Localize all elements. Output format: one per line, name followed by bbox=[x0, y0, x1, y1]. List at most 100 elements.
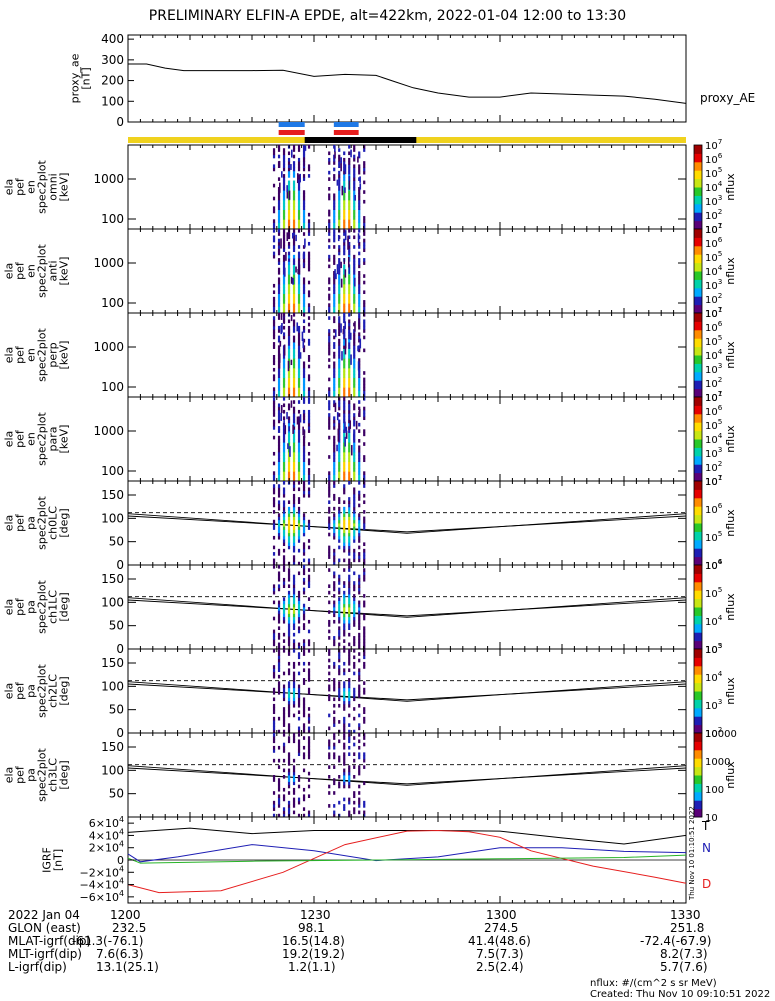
spectrogram-para-blob-1-cell bbox=[287, 416, 291, 421]
spectrogram-perp-blob-1-cell bbox=[302, 325, 306, 330]
pitch-ch1LC-blob-1-cell bbox=[287, 632, 291, 637]
spectrogram-omni-speckle bbox=[350, 149, 352, 158]
spectrogram-anti-blob-2-cell bbox=[328, 293, 331, 298]
pitch-ch0LC-blob-2-cell bbox=[338, 545, 341, 550]
pitch-ch2LC-blob-2-cell bbox=[348, 713, 351, 718]
pitch-ch3LC-blob-1-cell bbox=[277, 800, 281, 805]
spectrogram-omni-colorbar-label: nflux bbox=[724, 173, 737, 201]
side-timestamp: Thu Nov 10 01:10:51 2022 bbox=[688, 806, 696, 901]
pitch-ch2LC-blob-1-cell bbox=[292, 697, 296, 702]
pitch-ch2LC-blob-2-cell bbox=[333, 720, 336, 724]
pitch-ch3LC-blob-2-cell bbox=[343, 762, 346, 766]
spectrogram-omni-blob-2-cell bbox=[333, 219, 336, 223]
spectrogram-perp-blob-2-cell bbox=[348, 371, 351, 375]
igrf-ytick-label: 6×104 bbox=[89, 815, 124, 830]
pitch-ch2LC-blob-2-cell bbox=[353, 655, 356, 660]
spectrogram-anti-speckle bbox=[290, 276, 293, 284]
spectrogram-perp-blob-2-cell bbox=[333, 393, 336, 398]
pitch-ch3LC-blob-1-cell bbox=[287, 762, 291, 766]
pitch-ch2LC-blob-2-cell bbox=[358, 691, 361, 695]
spectrogram-omni-speckle bbox=[298, 174, 301, 184]
spectrogram-para-blob-2-cell bbox=[338, 403, 341, 408]
spectrogram-perp-blob-2-cell bbox=[343, 355, 346, 359]
spectrogram-omni-blob-1-cell bbox=[292, 193, 296, 198]
pitch-ch3LC-blob-1-cell bbox=[307, 784, 311, 789]
spectrogram-para-blob-2-cell bbox=[353, 439, 356, 443]
pitch-ch1LC-blob-1-cell bbox=[297, 626, 301, 631]
spectrogram-anti-blob-2-cell bbox=[358, 283, 361, 288]
spectrogram-anti-blob-2-cell bbox=[348, 245, 351, 249]
spectrogram-perp-blob-1-cell bbox=[292, 329, 296, 333]
pitch-ch3LC-blob-2-cell bbox=[343, 781, 346, 786]
pitch-ch0LC-blob-1-cell bbox=[292, 539, 296, 543]
spectrogram-omni-colorbar-segment bbox=[694, 170, 702, 180]
spectrogram-para-blob-1-cell bbox=[287, 406, 291, 411]
spectrogram-perp-blob-1-cell bbox=[287, 384, 291, 388]
spectrogram-perp-blob-2-cell bbox=[358, 338, 361, 343]
pitch-ch3LC-blob-2-cell bbox=[348, 778, 351, 782]
row-mlat-v3: -72.4(-67.9) bbox=[640, 934, 712, 948]
spectrogram-perp-blob-1-cell bbox=[307, 329, 311, 333]
spectrogram-para-blob-2-cell bbox=[333, 400, 336, 404]
spectrogram-anti-blob-2-cell bbox=[348, 283, 351, 288]
spectrogram-perp-blob-1-cell bbox=[297, 380, 301, 385]
spectrogram-para-blob-1-cell bbox=[297, 471, 301, 475]
spectrogram-perp-blob-1-cell bbox=[277, 325, 281, 330]
pitch-ch3LC-blob-1-cell bbox=[282, 787, 286, 792]
pitch-ch3LC-blob-1-cell bbox=[302, 797, 306, 802]
pitch-ch2LC-blob-1-cell bbox=[287, 668, 291, 673]
pitch-ch2LC-blob-2-cell bbox=[333, 678, 336, 682]
pitch-ch2LC-blob-1-cell bbox=[282, 710, 286, 715]
pitch-ch1LC-blob-1-cell bbox=[282, 616, 286, 621]
pitch-ch1LC-blob-1-cell bbox=[307, 568, 311, 572]
pitch-ch0LC-blob-2-cell bbox=[363, 548, 366, 553]
pitch-ch2LC-blob-2-cell bbox=[353, 697, 356, 702]
pitch-ch1LC-blob-2 bbox=[328, 565, 366, 650]
pitch-ch0LC-blob-2-cell bbox=[343, 548, 346, 553]
pitch-ch0LC-blob-2-cell bbox=[353, 493, 356, 498]
spectrogram-anti-blob-2-cell bbox=[348, 306, 351, 311]
spectrogram-omni-blob-2-cell bbox=[363, 161, 366, 165]
spectrogram-perp-blob-1-cell bbox=[287, 355, 291, 359]
pitch-ch2LC-blob-1-cell bbox=[287, 684, 291, 689]
spectrogram-omni-blob-1-cell bbox=[302, 190, 306, 194]
spectrogram-anti-blob-1-cell bbox=[287, 271, 291, 275]
pitch-ch3LC-colorbar-segment bbox=[694, 791, 702, 801]
spectrogram-para-blob-2-cell bbox=[348, 451, 351, 456]
pitch-ch0LC-blob-2-cell bbox=[338, 526, 341, 530]
spectrogram-para-blob-2-cell bbox=[358, 464, 361, 469]
spectrogram-anti-blob-1-cell bbox=[277, 287, 281, 291]
spectrogram-perp-blob-2-cell bbox=[358, 377, 361, 382]
spectrogram-anti-blob-1-cell bbox=[307, 232, 311, 236]
pitch-ch1LC-blob-2-cell bbox=[363, 568, 366, 572]
spectrogram-para-blob-1-cell bbox=[292, 458, 296, 463]
pitch-ch3LC-blob-2-cell bbox=[358, 765, 361, 769]
pitch-ch0LC-blob-1-cell bbox=[277, 487, 281, 492]
spectrogram-perp-blob-2-cell bbox=[338, 374, 341, 379]
pitch-ch3LC-blob-2-cell bbox=[343, 745, 346, 750]
spectrogram-anti-blob-2-cell bbox=[328, 245, 331, 249]
pitch-ch3LC-blob-2-cell bbox=[338, 739, 341, 744]
pitch-ch1LC-blob-2-cell bbox=[363, 616, 366, 621]
pitch-ch0LC-blob-2-cell bbox=[328, 493, 331, 498]
pitch-ch2LC-blob-1-cell bbox=[272, 671, 276, 676]
spectrogram-para-blob-2-cell bbox=[338, 426, 341, 430]
spectrogram-omni-colorbar-segment bbox=[694, 145, 702, 154]
spectrogram-anti-blob-1-cell bbox=[292, 283, 296, 288]
spectrogram-perp-blob-2-cell bbox=[348, 313, 351, 317]
spectrogram-omni-blob-2-cell bbox=[343, 164, 346, 169]
spectrogram-anti-blob-2-cell bbox=[358, 296, 361, 301]
spectrogram-anti-speckle bbox=[280, 238, 282, 249]
pitch-ch3LC-blob-2-cell bbox=[333, 745, 336, 750]
spectrogram-perp-blob-2-cell bbox=[348, 342, 351, 346]
spectrogram-omni-blob-2-cell bbox=[363, 145, 366, 149]
pitch-ch3LC-blob-1 bbox=[272, 733, 311, 818]
spectrogram-anti-blob-2-cell bbox=[353, 293, 356, 298]
spectrogram-omni-blob-2-cell bbox=[363, 170, 366, 175]
pitch-ch0LC-blob-1-cell bbox=[297, 539, 301, 543]
pitch-ch1LC-blob-2-cell bbox=[358, 645, 361, 650]
spectrogram-anti-colorbar-segment bbox=[694, 245, 702, 255]
spectrogram-omni-blob-2-cell bbox=[348, 151, 351, 156]
pitch-ch2LC-blob-2-cell bbox=[353, 694, 356, 698]
